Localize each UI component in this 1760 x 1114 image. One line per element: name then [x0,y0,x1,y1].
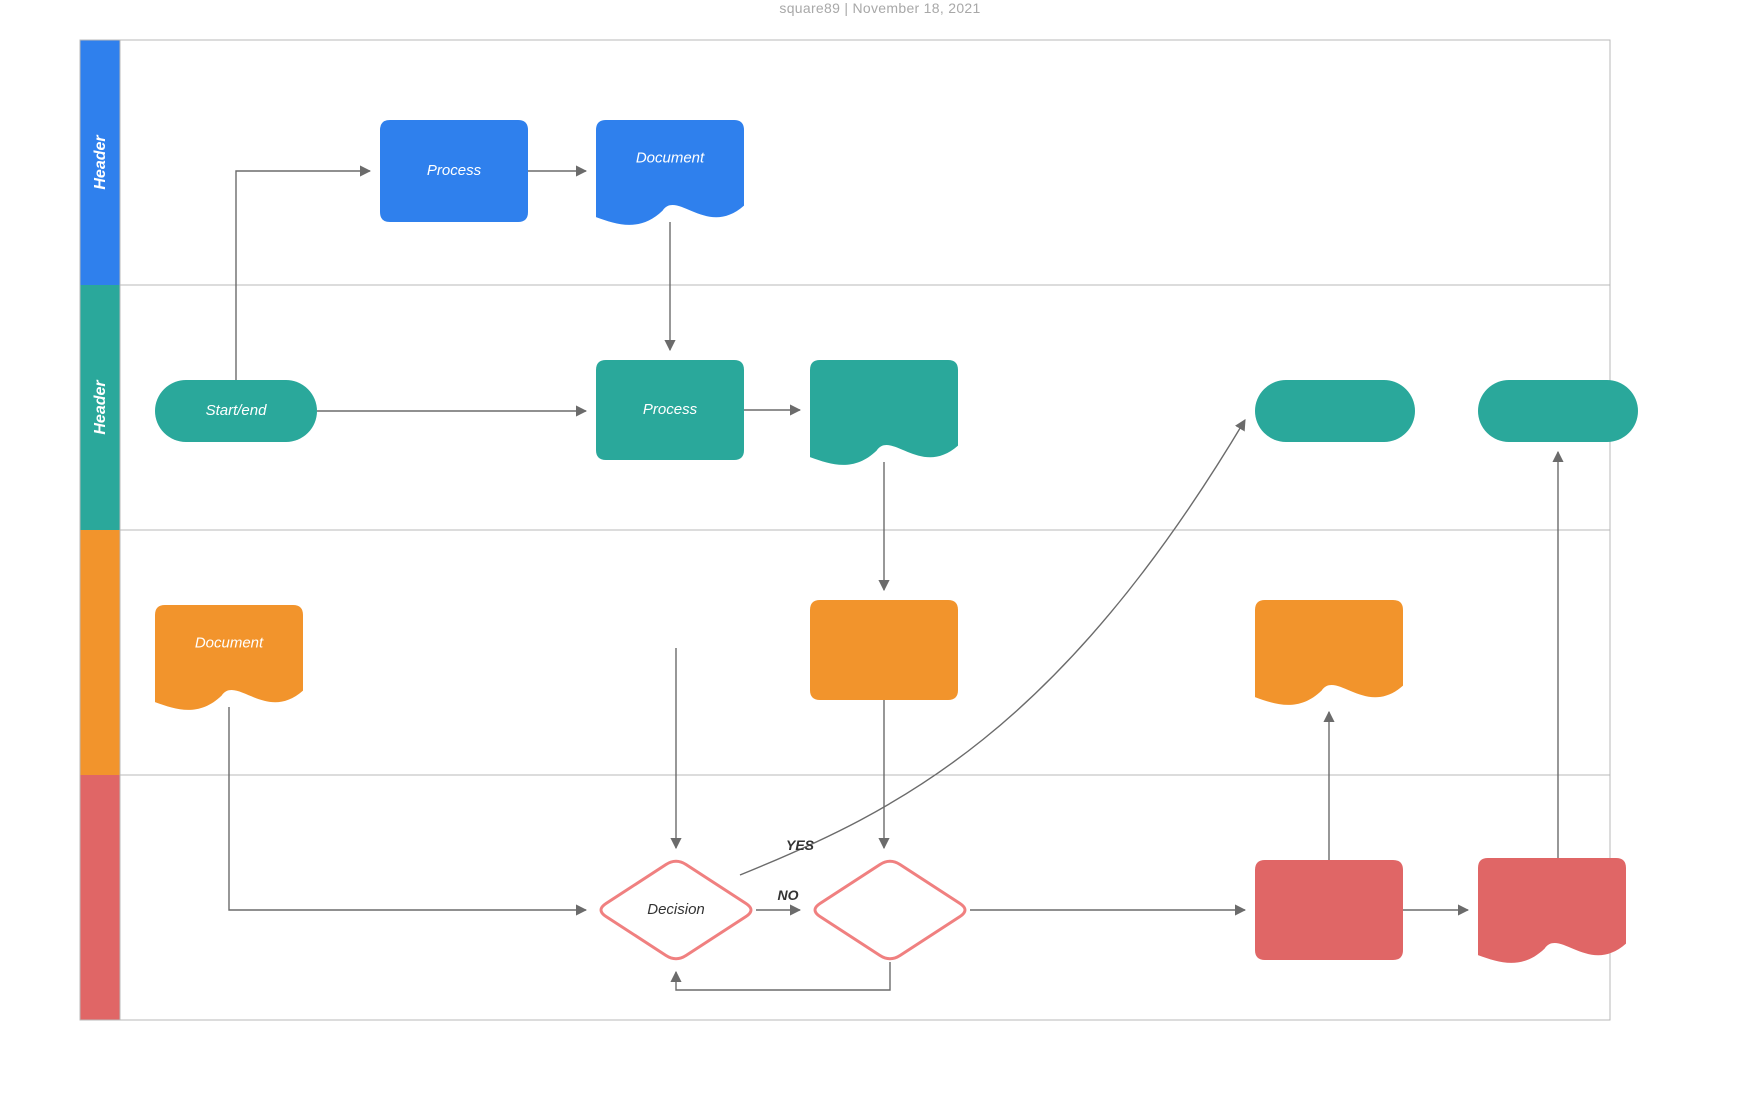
lane-label: Header [92,135,109,190]
node-document[interactable] [155,605,303,710]
node-label: Document [195,635,264,652]
node-process[interactable] [810,600,958,700]
node-terminator[interactable] [1478,380,1638,442]
node-label: Process [427,162,482,179]
node-label: Decision [647,901,705,918]
edge-label: NO [778,887,799,903]
meta-separator: | [840,0,852,16]
node-label: Document [636,150,705,167]
edge [676,962,890,990]
node-document[interactable] [596,120,744,225]
edge [229,707,586,910]
node-document[interactable] [1255,600,1403,705]
edge [236,171,370,380]
diagram-page: { "meta": { "author": "square89", "separ… [0,0,1760,1114]
lane-header [80,530,120,775]
lane-header [80,775,120,1020]
lane-body [120,40,1610,285]
lane-label: Header [92,380,109,435]
author-text: square89 [779,0,840,16]
node-label: Process [643,401,698,418]
node-document[interactable] [1478,858,1626,963]
node-label: Start/end [206,402,268,419]
document-meta: square89 | November 18, 2021 [779,0,980,16]
node-document[interactable] [810,360,958,465]
edge-label: YES [786,837,815,853]
swimlane-flowchart: Header Header NO YES Process Document Start/… [0,0,1760,1114]
node-decision[interactable] [815,861,965,959]
date-text: November 18, 2021 [853,0,981,16]
node-terminator[interactable] [1255,380,1415,442]
node-process[interactable] [1255,860,1403,960]
